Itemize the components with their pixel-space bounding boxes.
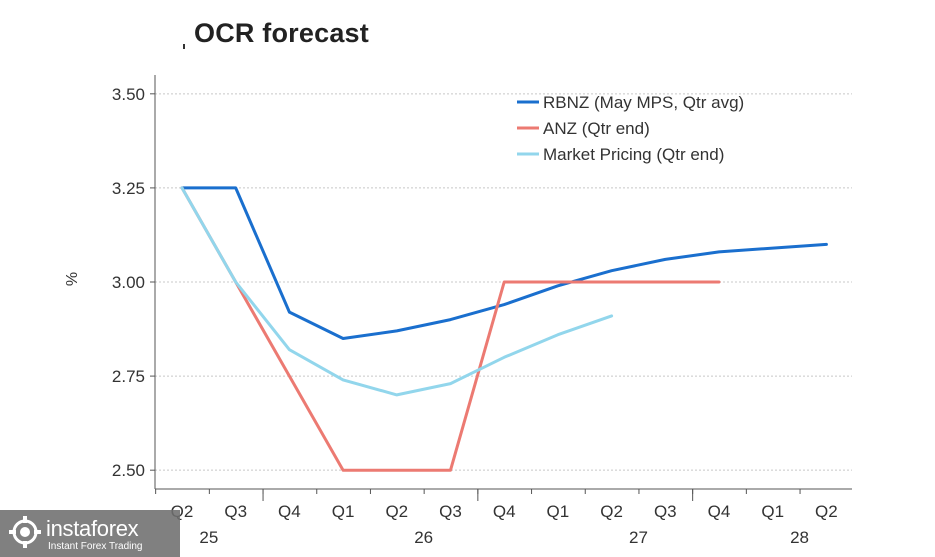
title-marker — [183, 44, 185, 49]
year-label-3: 28 — [790, 528, 809, 547]
series-line-1 — [180, 186, 721, 472]
y-tick-label-1: 2.75 — [112, 367, 145, 386]
year-label-2: 27 — [629, 528, 648, 547]
series-line-0 — [180, 186, 828, 340]
y-tick-label-4: 3.50 — [112, 85, 145, 104]
legend-label-2: Market Pricing (Qtr end) — [543, 145, 724, 164]
x-tick-label-6: Q4 — [493, 502, 516, 521]
x-tick-label-9: Q3 — [654, 502, 677, 521]
y-tick-label-2: 3.00 — [112, 273, 145, 292]
x-tick-label-4: Q2 — [385, 502, 408, 521]
watermark: instaforex Instant Forex Trading — [0, 510, 180, 557]
legend-label-1: ANZ (Qtr end) — [543, 119, 650, 138]
y-tick-label-3: 3.25 — [112, 179, 145, 198]
chart-title: OCR forecast — [194, 18, 369, 48]
year-label-0: 25 — [199, 528, 218, 547]
x-tick-label-10: Q4 — [708, 502, 731, 521]
watermark-tagline: Instant Forex Trading — [48, 541, 143, 552]
legend-label-0: RBNZ (May MPS, Qtr avg) — [543, 93, 744, 112]
watermark-brand: instaforex — [46, 516, 139, 541]
series-line-2 — [180, 186, 614, 397]
x-tick-label-3: Q1 — [332, 502, 355, 521]
x-tick-label-8: Q2 — [600, 502, 623, 521]
x-tick-label-7: Q1 — [547, 502, 570, 521]
x-tick-label-12: Q2 — [815, 502, 838, 521]
x-tick-label-1: Q3 — [224, 502, 247, 521]
year-label-1: 26 — [414, 528, 433, 547]
x-tick-label-2: Q4 — [278, 502, 301, 521]
x-tick-label-11: Q1 — [761, 502, 784, 521]
x-tick-label-5: Q3 — [439, 502, 462, 521]
instaforex-logo-icon — [9, 516, 41, 548]
y-tick-label-0: 2.50 — [112, 461, 145, 480]
